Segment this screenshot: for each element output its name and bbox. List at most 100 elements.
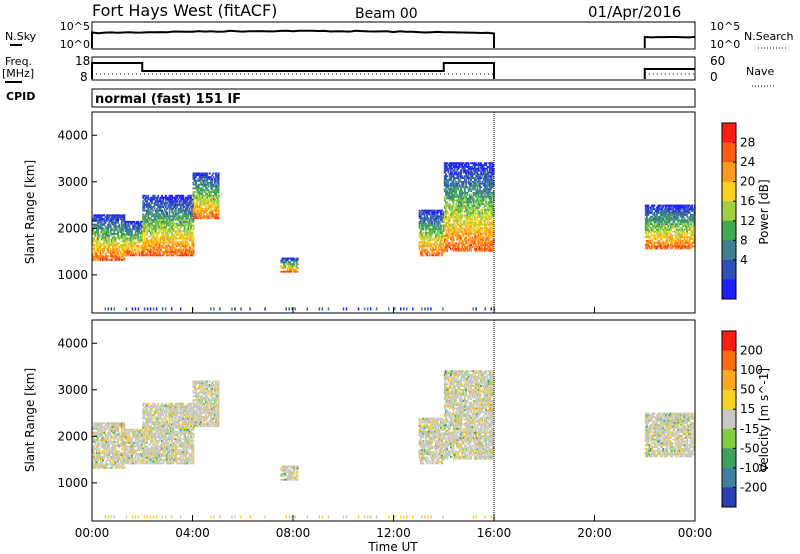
power-echo-cell <box>103 229 106 232</box>
power-echo-cell <box>181 254 184 257</box>
power-echo-cell <box>669 225 672 227</box>
power-echo-cell <box>463 238 466 241</box>
power-echo-cell <box>484 229 486 232</box>
power-echo-cell <box>490 184 493 187</box>
power-echo-cell <box>480 238 483 241</box>
power-echo-cell <box>134 252 137 255</box>
power-echo-cell <box>445 192 447 194</box>
power-echo-cell <box>124 250 127 253</box>
power-echo-cell <box>485 218 488 220</box>
power-echo-cell <box>114 221 117 224</box>
power-echo-cell <box>654 238 657 240</box>
power-echo-cell <box>429 222 432 225</box>
velocity-echo-cell <box>98 454 101 456</box>
power-echo-cell <box>685 208 687 211</box>
power-echo-cell <box>491 201 494 204</box>
power-echo-cell <box>418 245 421 247</box>
power-echo-cell <box>162 252 165 255</box>
power-echo-cell <box>458 229 461 232</box>
power-echo-cell <box>658 225 661 227</box>
power-echo-cell <box>467 164 470 166</box>
power-echo-cell <box>647 221 650 224</box>
power-echo-cell <box>168 200 171 203</box>
power-echo-cell <box>471 184 474 187</box>
power-echo-cell <box>183 215 186 218</box>
power-echo-cell <box>462 197 465 200</box>
power-echo-cell <box>470 184 472 187</box>
power-echo-cell <box>468 193 471 196</box>
power-echo-cell <box>473 236 476 239</box>
power-echo-cell <box>448 233 451 235</box>
power-echo-cell <box>491 192 494 194</box>
power-echo-cell <box>144 217 147 220</box>
power-echo-cell <box>205 200 207 203</box>
power-echo-cell <box>192 206 195 208</box>
power-echo-cell <box>421 239 423 242</box>
power-echo-cell <box>97 229 99 232</box>
power-echo-cell <box>191 237 194 240</box>
power-echo-cell <box>169 246 172 249</box>
power-echo-cell <box>481 246 484 248</box>
power-echo-cell <box>164 211 167 214</box>
power-echo-cell <box>671 243 673 246</box>
power-echo-cell <box>133 235 136 238</box>
power-echo-cell <box>435 228 437 231</box>
velocity-echo-cell <box>95 444 98 447</box>
power-echo-cell <box>432 246 435 249</box>
power-echo-cell <box>400 307 402 311</box>
power-echo-cell <box>168 248 171 251</box>
power-echo-cell <box>149 241 152 244</box>
power-echo-cell <box>103 233 106 235</box>
power-echo-cell <box>137 245 140 247</box>
power-echo-cell <box>183 237 186 240</box>
power-echo-cell <box>144 194 147 197</box>
power-echo-cell <box>446 184 449 187</box>
power-echo-cell <box>673 225 676 227</box>
power-echo-cell <box>481 214 484 217</box>
power-echo-cell <box>127 232 130 234</box>
power-echo-cell <box>99 218 102 220</box>
power-echo-cell <box>172 224 175 227</box>
power-echo-cell <box>653 219 656 222</box>
power-echo-cell <box>168 202 171 205</box>
power-echo-cell <box>681 213 684 216</box>
power-echo-cell <box>445 242 447 245</box>
power-echo-cell <box>492 240 495 243</box>
power-echo-cell <box>93 246 96 248</box>
power-echo-cell <box>422 224 425 227</box>
velocity-echo-cell <box>93 454 96 456</box>
power-echo-cell <box>176 204 179 206</box>
power-echo-cell <box>435 237 437 240</box>
power-echo-cell <box>667 204 670 207</box>
power-echo-cell <box>473 218 476 220</box>
power-echo-cell <box>92 242 94 245</box>
power-echo-cell <box>460 201 462 204</box>
power-echo-cell <box>139 235 142 238</box>
power-echo-cell <box>676 212 679 214</box>
power-echo-cell <box>114 255 117 258</box>
power-echo-cell <box>472 223 475 226</box>
power-echo-cell <box>215 213 217 216</box>
power-echo-cell <box>231 307 233 311</box>
power-echo-cell <box>196 213 199 216</box>
power-echo-cell <box>158 226 161 229</box>
power-echo-cell <box>472 195 475 198</box>
power-echo-cell <box>470 221 472 224</box>
power-echo-cell <box>677 219 680 222</box>
power-echo-cell <box>112 246 114 248</box>
power-echo-cell <box>472 307 474 311</box>
power-echo-cell <box>215 202 217 205</box>
power-echo-cell <box>176 232 179 234</box>
power-echo-cell <box>203 215 206 218</box>
power-echo-cell <box>153 213 156 216</box>
power-echo-cell <box>174 235 177 238</box>
power-echo-cell <box>388 307 390 311</box>
power-echo-cell <box>192 191 195 193</box>
power-echo-cell <box>445 166 447 168</box>
power-echo-cell <box>473 166 476 168</box>
power-echo-cell <box>677 217 680 220</box>
power-echo-cell <box>293 268 295 271</box>
power-echo-cell <box>644 230 647 233</box>
power-echo-cell <box>207 191 210 193</box>
power-echo-cell <box>164 215 167 218</box>
